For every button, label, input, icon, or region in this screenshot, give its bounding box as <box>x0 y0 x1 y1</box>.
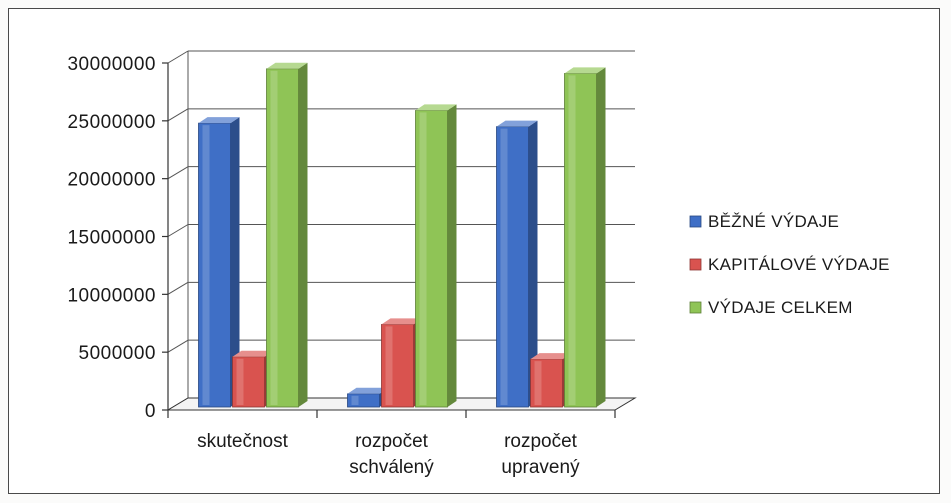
bar-top <box>347 387 389 394</box>
bar-top <box>381 318 423 325</box>
bar-front <box>496 126 529 408</box>
legend: BĚŽNÉ VÝDAJE KAPITÁLOVÉ VÝDAJE VÝDAJE CELK… <box>689 212 890 317</box>
bar-highlight <box>534 361 542 405</box>
legend-swatch <box>689 258 702 271</box>
bar-highlight <box>351 395 359 405</box>
x-tick-label: rozpočet upravený <box>501 431 580 478</box>
bar-front <box>564 73 597 408</box>
bar-front <box>530 358 563 408</box>
x-tick-label: skutečnost <box>197 431 289 452</box>
bars <box>198 62 606 408</box>
bar-highlight <box>202 125 210 405</box>
x-tick-label: rozpočet schválený <box>349 431 434 478</box>
bar-top <box>496 120 538 127</box>
bar-side <box>298 62 308 408</box>
y-tick-label: 15000000 <box>67 228 156 249</box>
bar-front <box>381 324 414 408</box>
bar-top <box>415 104 457 111</box>
grid-line-wall <box>167 281 189 295</box>
chart-frame <box>8 8 940 494</box>
bar-top <box>198 117 240 124</box>
grid-line-wall <box>167 224 189 237</box>
grid-line-wall <box>167 50 189 64</box>
bar-highlight <box>385 326 393 405</box>
bar-top <box>232 350 274 357</box>
grid-line-wall <box>167 339 189 353</box>
bar-side <box>447 104 457 407</box>
bar-highlight <box>568 75 576 405</box>
bar <box>415 104 457 408</box>
bar-side <box>528 120 538 407</box>
bar-top <box>266 62 308 69</box>
y-tick-label: 25000000 <box>67 112 156 133</box>
grid-line-wall <box>167 166 189 180</box>
legend-label: VÝDAJE CELKEM <box>708 298 853 317</box>
bar <box>266 62 308 408</box>
legend-label: KAPITÁLOVÉ VÝDAJE <box>708 255 890 274</box>
bar <box>198 117 240 408</box>
y-tick-label: 5000000 <box>79 343 156 364</box>
bar-side <box>596 67 606 407</box>
bar-front <box>266 68 299 408</box>
y-tick-label: 30000000 <box>67 54 156 75</box>
bar-highlight <box>236 358 244 405</box>
axis-labels: 0 5000000 10000000 15000000 20000000 25000000… <box>67 54 580 478</box>
bar-highlight <box>500 128 508 405</box>
y-tick-label: 20000000 <box>67 170 156 191</box>
legend-label: BĚŽNÉ VÝDAJE <box>708 212 839 231</box>
legend-swatch <box>689 215 702 228</box>
legend-swatch <box>689 301 702 314</box>
bar <box>496 120 538 408</box>
y-tick-label: 10000000 <box>67 285 156 306</box>
grid-line-wall <box>167 108 189 122</box>
bar-highlight <box>270 70 278 406</box>
bar-side <box>230 117 240 407</box>
bar-top <box>564 67 606 74</box>
bar-top <box>530 353 572 360</box>
bar-highlight <box>419 112 427 405</box>
y-tick-label: 0 <box>145 401 156 422</box>
bar <box>564 67 606 408</box>
